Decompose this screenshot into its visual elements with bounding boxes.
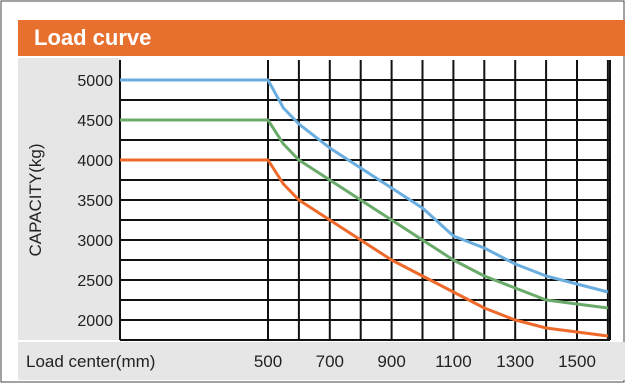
y-tick-label: 4500: [77, 113, 113, 130]
y-tick-label: 4000: [77, 153, 113, 170]
x-tick-label: 1100: [435, 352, 472, 371]
x-tick-label: 1500: [558, 352, 596, 371]
series-line-orange: [120, 158, 609, 338]
y-tick-label: 2000: [77, 313, 113, 330]
y-axis-label: CAPACITY(kg): [26, 143, 45, 256]
series-line-green: [120, 118, 609, 310]
x-tick-label: 500: [254, 352, 282, 371]
x-axis-panel: [18, 342, 625, 380]
y-tick-label: 3500: [77, 193, 113, 210]
chart-title: Load curve: [34, 25, 151, 50]
x-tick-label: 1300: [496, 352, 534, 371]
y-tick-labels: 5000 4500 4000 3500 3000 2500 2000: [77, 73, 113, 330]
series-lines: [120, 78, 609, 338]
x-tick-labels: 500 700 900 1100 1300 1500: [254, 352, 596, 371]
y-tick-label: 5000: [77, 73, 113, 90]
header-bar: [18, 20, 625, 56]
y-axis-panel: [18, 58, 120, 340]
y-tick-label: 2500: [77, 273, 113, 290]
x-tick-label: 700: [316, 352, 344, 371]
y-tick-label: 3000: [77, 233, 113, 250]
series-line-blue: [120, 78, 609, 294]
x-tick-label: 900: [377, 352, 405, 371]
x-axis-label: Load center(mm): [26, 352, 155, 371]
